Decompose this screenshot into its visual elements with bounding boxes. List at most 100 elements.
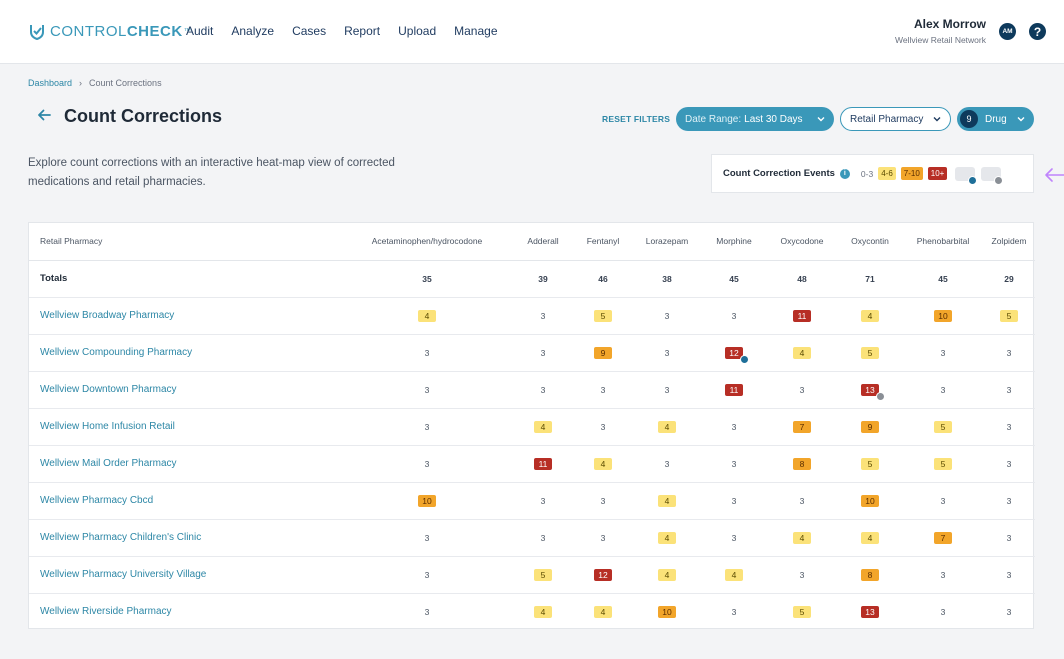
heatmap-cell[interactable]: 4 (633, 556, 701, 594)
pharmacy-link[interactable]: Wellview Pharmacy Cbcd (29, 482, 341, 520)
heatmap-cell[interactable]: 4 (633, 519, 701, 557)
heatmap-cell[interactable]: 3 (341, 408, 513, 446)
avatar[interactable]: AM (999, 23, 1016, 40)
heatmap-cell[interactable]: 4 (837, 519, 903, 557)
heatmap-cell[interactable]: 13 (837, 371, 903, 409)
nav-cases[interactable]: Cases (292, 24, 327, 38)
heatmap-cell[interactable]: 5 (573, 297, 633, 335)
column-header-drug[interactable]: Fentanyl (573, 223, 633, 261)
heatmap-cell[interactable]: 3 (701, 445, 767, 483)
heatmap-cell[interactable]: 3 (940, 606, 946, 617)
info-icon[interactable]: i (839, 168, 850, 179)
heatmap-cell[interactable]: 3 (573, 371, 633, 409)
nav-report[interactable]: Report (344, 24, 381, 38)
nav-analyze[interactable]: Analyze (231, 24, 275, 38)
heatmap-cell[interactable]: 3 (633, 334, 701, 372)
drug-filter[interactable]: 9 Drug (957, 107, 1034, 131)
column-header-drug[interactable]: Lorazepam (633, 223, 701, 261)
heatmap-cell[interactable]: 3 (573, 408, 633, 446)
heatmap-cell[interactable]: 4 (633, 482, 701, 520)
column-header-drug[interactable]: Oxycodone (767, 223, 837, 261)
heatmap-cell[interactable]: 7 (767, 408, 837, 446)
help-icon[interactable]: ? (1029, 23, 1046, 40)
heatmap-cell[interactable]: 4 (513, 408, 573, 446)
pharmacy-link[interactable]: Wellview Broadway Pharmacy (29, 297, 341, 335)
heatmap-cell[interactable]: 3 (341, 556, 513, 594)
app-logo[interactable]: CONTROLCHECK ™ (28, 22, 191, 40)
heatmap-cell[interactable]: 5 (903, 445, 983, 483)
heatmap-cell[interactable]: 5 (837, 334, 903, 372)
heatmap-cell[interactable]: 3 (701, 297, 767, 335)
heatmap-cell[interactable]: 3 (903, 482, 983, 520)
heatmap-cell[interactable]: 3 (983, 408, 1035, 446)
heatmap-cell[interactable]: 3 (903, 556, 983, 594)
heatmap-cell[interactable]: 3 (701, 519, 767, 557)
heatmap-cell[interactable]: 3 (767, 556, 837, 594)
heatmap-cell[interactable]: 3 (573, 482, 633, 520)
heatmap-cell[interactable]: 9 (573, 334, 633, 372)
heatmap-cell[interactable]: 3 (341, 445, 513, 483)
heatmap-cell[interactable]: 13 (837, 593, 903, 630)
column-header-drug[interactable]: Oxycontin (837, 223, 903, 261)
heatmap-cell[interactable]: 3 (983, 445, 1035, 483)
pharmacy-link[interactable]: Wellview Pharmacy Children's Clinic (29, 519, 341, 557)
heatmap-cell[interactable]: 3 (513, 297, 573, 335)
heatmap-cell[interactable]: 3 (513, 519, 573, 557)
heatmap-cell[interactable]: 7 (903, 519, 983, 557)
heatmap-cell[interactable]: 4 (341, 297, 513, 335)
heatmap-cell[interactable]: 4 (633, 408, 701, 446)
heatmap-cell[interactable]: 11 (513, 445, 573, 483)
column-header-pharmacy[interactable]: Retail Pharmacy (29, 223, 341, 261)
heatmap-cell[interactable]: 4 (573, 593, 633, 630)
heatmap-cell[interactable]: 3 (731, 606, 737, 617)
heatmap-cell[interactable]: 3 (341, 519, 513, 557)
heatmap-cell[interactable]: 11 (701, 371, 767, 409)
pharmacy-link[interactable]: Wellview Riverside Pharmacy (40, 606, 172, 618)
heatmap-cell[interactable]: 4 (513, 593, 573, 630)
column-header-drug[interactable]: Adderall (513, 223, 573, 261)
heatmap-cell[interactable]: 3 (983, 371, 1035, 409)
heatmap-cell[interactable]: 10 (903, 297, 983, 335)
heatmap-cell[interactable]: 3 (767, 371, 837, 409)
legend-marker-grey[interactable] (981, 166, 1004, 185)
heatmap-cell[interactable]: 3 (903, 371, 983, 409)
heatmap-cell[interactable]: 5 (837, 445, 903, 483)
heatmap-cell[interactable]: 3 (513, 371, 573, 409)
heatmap-cell[interactable]: 3 (983, 556, 1035, 594)
heatmap-cell[interactable]: 4 (767, 334, 837, 372)
pharmacy-link[interactable]: Wellview Home Infusion Retail (29, 408, 341, 446)
heatmap-cell[interactable]: 3 (983, 334, 1035, 372)
column-header-drug[interactable]: Acetaminophen/hydrocodone (341, 223, 513, 261)
nav-audit[interactable]: Audit (186, 24, 214, 38)
column-header-drug[interactable]: Morphine (701, 223, 767, 261)
retail-pharmacy-filter[interactable]: Retail Pharmacy (840, 107, 951, 131)
heatmap-cell[interactable]: 8 (837, 556, 903, 594)
column-header-drug[interactable]: Phenobarbital (903, 223, 983, 261)
heatmap-cell[interactable]: 3 (513, 482, 573, 520)
pharmacy-link[interactable]: Wellview Mail Order Pharmacy (29, 445, 341, 483)
heatmap-cell[interactable]: 3 (983, 519, 1035, 557)
heatmap-cell[interactable]: 4 (767, 519, 837, 557)
breadcrumb-dashboard[interactable]: Dashboard (28, 78, 73, 88)
nav-upload[interactable]: Upload (398, 24, 437, 38)
heatmap-cell[interactable]: 3 (701, 408, 767, 446)
heatmap-cell[interactable]: 3 (903, 334, 983, 372)
heatmap-cell[interactable]: 3 (633, 445, 701, 483)
heatmap-cell[interactable]: 4 (837, 297, 903, 335)
legend-marker-blue[interactable] (955, 166, 978, 185)
date-range-filter[interactable]: Date Range: Last 30 Days (676, 107, 834, 131)
heatmap-cell[interactable]: 3 (513, 334, 573, 372)
pharmacy-link[interactable]: Wellview Compounding Pharmacy (29, 334, 341, 372)
pharmacy-link[interactable]: Wellview Downtown Pharmacy (29, 371, 341, 409)
heatmap-cell[interactable]: 4 (701, 556, 767, 594)
heatmap-cell[interactable]: 4 (573, 445, 633, 483)
heatmap-cell[interactable]: 3 (633, 297, 701, 335)
heatmap-cell[interactable]: 3 (573, 519, 633, 557)
heatmap-cell[interactable]: 10 (341, 482, 513, 520)
heatmap-cell[interactable]: 3 (701, 482, 767, 520)
back-arrow-icon[interactable] (36, 107, 52, 123)
heatmap-cell[interactable]: 3 (341, 371, 513, 409)
heatmap-cell[interactable]: 3 (983, 482, 1035, 520)
heatmap-cell[interactable]: 12 (701, 334, 767, 372)
heatmap-cell[interactable]: 10 (633, 593, 701, 630)
